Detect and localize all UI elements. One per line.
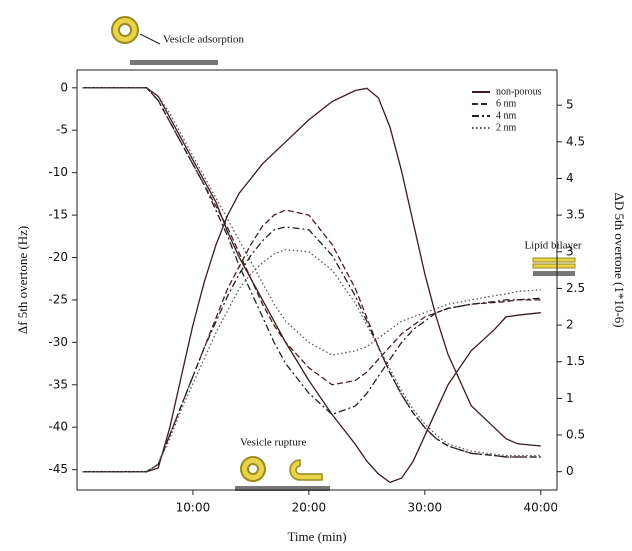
bilayer-icon [532, 257, 576, 276]
y-tick-label: -15 [48, 208, 68, 222]
series-line [82, 87, 541, 484]
arrow [139, 33, 161, 45]
x-axis-title: Time (min) [287, 529, 346, 544]
plot-frame [76, 69, 558, 491]
y2-tick-label: 3 [566, 244, 574, 258]
y2-tick-label: 1 [566, 391, 574, 405]
legend-label: non-porous [496, 86, 542, 97]
legend-label: 2 nm [496, 122, 517, 133]
y2-tick-label: 0 [566, 464, 574, 478]
series-line [82, 87, 541, 416]
y2-axis-title: ΔD 5th overtone (1*10-6) [612, 192, 627, 327]
annotation: Lipid bilayer [524, 240, 581, 252]
y2-tick-label: 1.5 [566, 354, 585, 368]
legend-label: 4 nm [496, 110, 517, 121]
x-tick-label: 30:00 [408, 501, 443, 515]
y-tick-label: -30 [48, 335, 68, 349]
x-tick-label: 20:00 [292, 501, 327, 515]
x-tick-label: 10:00 [176, 501, 211, 515]
phase-bar [235, 486, 330, 491]
y2-tick-label: 4 [566, 171, 574, 185]
y-tick-label: -40 [48, 420, 68, 434]
y2-tick-label: 2 [566, 318, 574, 332]
y2-tick-label: 4.5 [566, 134, 585, 148]
annotation: Vesicle rupture [240, 437, 306, 449]
series-line [82, 87, 541, 356]
y-axis-title: Δf 5th overtone (Hz) [15, 226, 30, 334]
y2-tick-label: 2.5 [566, 281, 585, 295]
y2-tick-label: 0.5 [566, 428, 585, 442]
series-line [82, 226, 541, 473]
series-line [82, 87, 541, 473]
series-line [82, 87, 541, 386]
rupture-icon [240, 456, 323, 482]
series-line [82, 248, 541, 473]
legend-label: 6 nm [496, 98, 517, 109]
phase-bar [130, 60, 218, 65]
y-tick-label: 0 [60, 80, 68, 94]
series-line [82, 209, 541, 473]
y-tick-label: -25 [48, 292, 68, 306]
y-tick-label: -20 [48, 250, 68, 264]
y2-tick-label: 5 [566, 98, 574, 112]
x-tick-label: 40:00 [523, 501, 558, 515]
y-tick-label: -10 [48, 165, 68, 179]
y-tick-label: -45 [48, 462, 68, 476]
y-tick-label: -35 [48, 377, 68, 391]
annotation: Vesicle adsorption [163, 34, 244, 46]
vesicle-icon [111, 16, 139, 44]
y-tick-label: -5 [56, 123, 68, 137]
y2-tick-label: 3.5 [566, 208, 585, 222]
